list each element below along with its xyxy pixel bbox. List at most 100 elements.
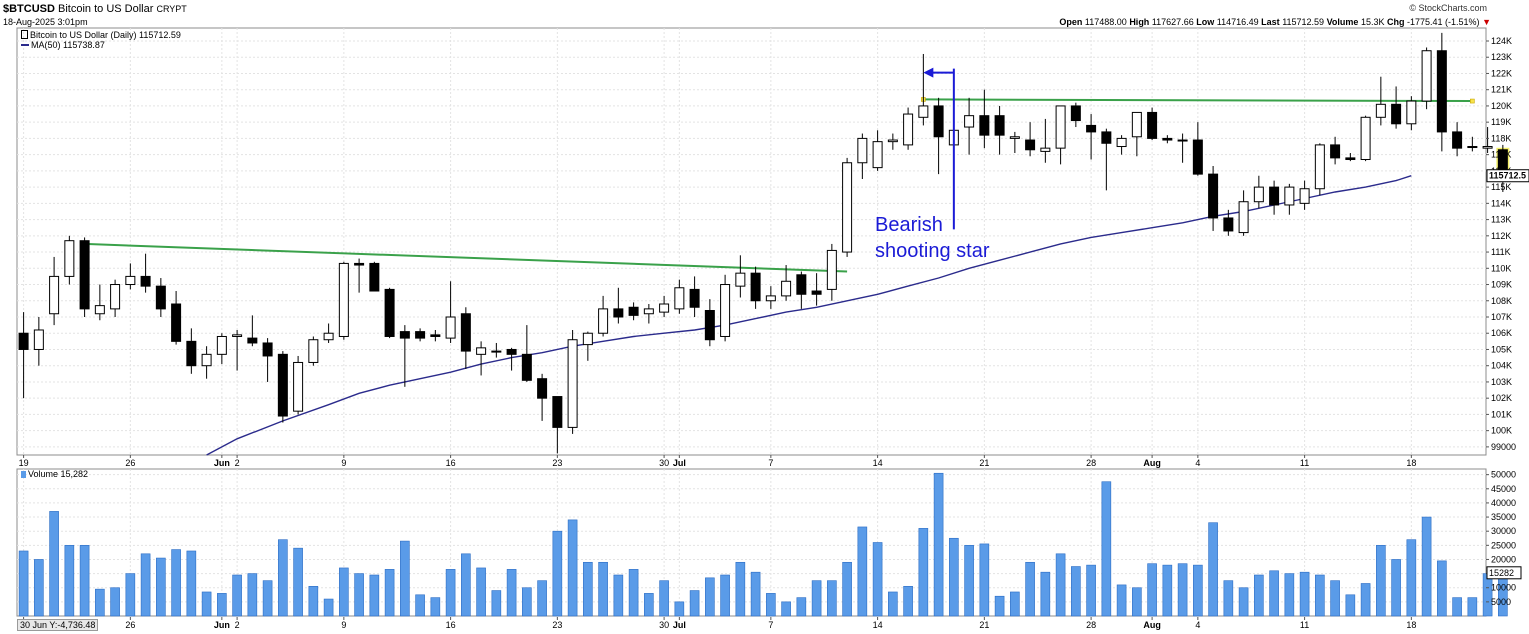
candle-body — [537, 378, 548, 399]
volume-tick-label: 25000 — [1491, 540, 1516, 550]
price-tick-label: 109K — [1491, 280, 1512, 290]
time-tick-label: 30 — [659, 620, 669, 630]
volume-bar — [461, 553, 471, 617]
volume-bar — [888, 591, 898, 617]
candle-body — [735, 272, 746, 287]
candle-body — [1269, 186, 1280, 206]
volume-bar — [278, 539, 288, 617]
candle-body — [1177, 139, 1188, 142]
volume-bar — [1284, 573, 1295, 617]
price-panel — [16, 27, 1487, 456]
volume-tick-label: 10000 — [1491, 583, 1516, 593]
volume-bar — [1162, 564, 1173, 617]
time-tick-label: 26 — [125, 620, 135, 630]
volume-bar — [720, 574, 730, 617]
volume-bar — [1254, 574, 1264, 617]
candle-body — [796, 274, 807, 295]
price-tick-label: 117K — [1491, 150, 1511, 160]
last-volume-label: 15282 — [1489, 568, 1514, 578]
price-tick-label: 105K — [1491, 344, 1512, 354]
volume-bar — [1132, 587, 1142, 617]
candle-body — [842, 162, 853, 253]
time-tick-label: 18 — [1406, 620, 1416, 630]
price-tick-label: 99000 — [1491, 442, 1516, 452]
candle-body — [1025, 139, 1036, 151]
volume-bar — [445, 569, 456, 617]
candle-body — [1131, 111, 1142, 138]
volume-bar — [1360, 583, 1371, 617]
volume-bar — [64, 545, 75, 617]
candle-body — [781, 280, 792, 297]
volume-bar — [903, 586, 913, 617]
candle-body — [674, 287, 685, 310]
candle-body — [49, 275, 60, 315]
volume-value: 15.3K — [1360, 17, 1385, 27]
time-tick-label: 7 — [768, 620, 773, 630]
volume-bar — [949, 537, 959, 617]
volume-bar — [659, 580, 669, 617]
grid-lines — [16, 27, 1487, 617]
price-tick-label: 123K — [1491, 52, 1512, 62]
volume-bar — [705, 577, 715, 617]
volume-bar — [552, 530, 563, 617]
security-name: Bitcoin to US Dollar — [58, 3, 154, 15]
open-label: Open — [1059, 17, 1083, 27]
time-tick-label: 2 — [235, 458, 240, 468]
volume-bar — [217, 593, 227, 617]
candle-body — [1253, 186, 1264, 203]
candle-body — [1345, 157, 1356, 161]
volume-bar — [247, 573, 258, 617]
volume-bar — [34, 559, 44, 617]
volume-bar — [1345, 594, 1356, 617]
candle-body — [811, 290, 822, 295]
bar-swatch-icon — [21, 471, 26, 478]
time-tick-label: 4 — [1195, 458, 1200, 468]
open-value: 117488.00 — [1084, 17, 1127, 27]
time-tick-label: Jun — [214, 620, 230, 630]
volume-bar — [186, 550, 197, 617]
price-tick-label: 106K — [1491, 328, 1512, 338]
volume-bar — [918, 528, 929, 617]
volume-bar — [156, 557, 166, 617]
volume-bar — [339, 567, 349, 617]
candle-body — [384, 288, 395, 337]
time-tick-label: 16 — [446, 620, 456, 630]
candle-body — [979, 115, 990, 136]
candle-body — [628, 306, 639, 316]
price-tick-label: 121K — [1491, 85, 1512, 95]
candle-body — [1406, 100, 1417, 125]
last-price-label: 115712.5 — [1489, 171, 1526, 181]
volume-bar — [79, 545, 90, 617]
volume-bar — [354, 573, 364, 617]
time-tick-label: 14 — [873, 620, 883, 630]
volume-bar — [1147, 563, 1157, 617]
volume-bar — [1101, 481, 1112, 617]
volume-bar — [842, 561, 852, 617]
chg-value: -1775.41 (-1.51%) — [1407, 17, 1480, 27]
candle-body — [1116, 137, 1127, 148]
candle-body — [1421, 50, 1432, 102]
candle-body — [1330, 144, 1341, 159]
volume-bar — [415, 594, 425, 617]
volume-bar — [1482, 573, 1493, 617]
time-tick-label: 21 — [979, 620, 989, 630]
price-tick-label: 104K — [1491, 361, 1512, 371]
volume-legend: Volume 15,282 — [21, 469, 88, 479]
volume-bar — [369, 574, 380, 617]
volume-bar — [1071, 566, 1081, 617]
price-tick-label: 118K — [1491, 133, 1511, 143]
price-legend: Bitcoin to US Dollar (Daily) 115712.59 — [21, 30, 181, 40]
axes: 99000 100K 101K 102K 103K 104K 105K 106K 107K 108… — [19, 36, 1529, 630]
time-tick-label: Jul — [673, 458, 686, 468]
candle-body — [323, 332, 334, 341]
volume-bar — [567, 519, 578, 617]
time-tick-label: 28 — [1086, 620, 1096, 630]
volume-bar — [1116, 584, 1127, 617]
price-tick-label: 103K — [1491, 377, 1512, 387]
arrow-left-icon — [923, 67, 934, 78]
time-tick-label: 30 — [659, 458, 669, 468]
candle-body — [750, 272, 761, 302]
price-tick-label: 110K — [1491, 263, 1511, 273]
candle-body — [33, 329, 44, 350]
